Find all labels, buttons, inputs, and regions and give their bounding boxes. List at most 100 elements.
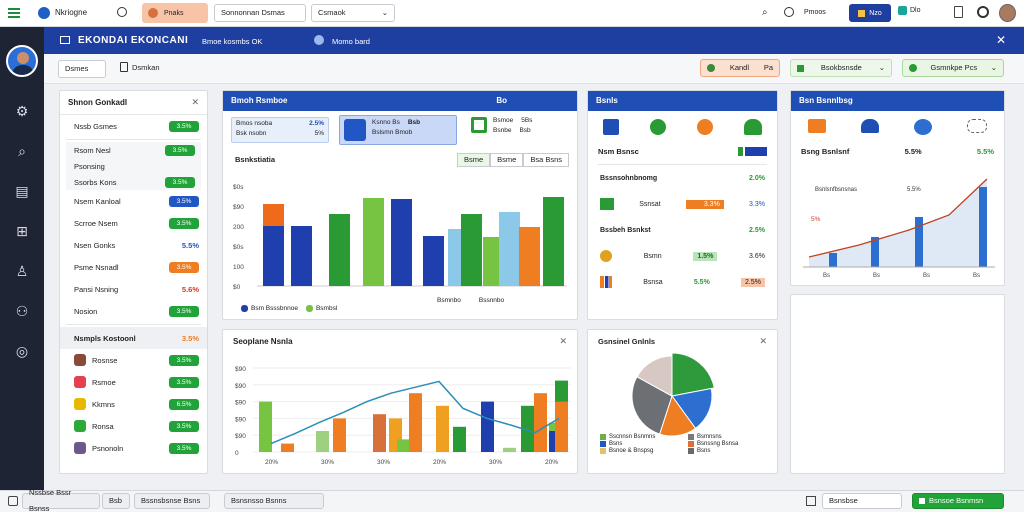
pie-legend-label: Bsns xyxy=(697,448,711,454)
sidebar-row[interactable]: Scrroe Nsem 3.5% xyxy=(60,212,207,234)
sidebar-icon-row-label: Ronsa xyxy=(92,421,114,431)
globe-icon[interactable] xyxy=(913,119,932,135)
status-item-1[interactable]: Nssbse Bssr Bsnss xyxy=(22,488,100,512)
sidebar-row[interactable]: Nsen Gonks 5.5% xyxy=(60,234,207,256)
sidebar-row-label: Nsmpls Kostoonl xyxy=(74,333,136,343)
metric-value-a: 1.5% xyxy=(693,251,718,261)
page-title: EKONDAI EKONCANI xyxy=(78,35,189,46)
sidebar-icon-row[interactable]: Rsmoe 3.5% xyxy=(60,371,207,393)
people-icon[interactable] xyxy=(743,119,762,135)
top-right-item-1[interactable]: Pmoos xyxy=(804,9,826,16)
help-nav-icon[interactable]: ◎ xyxy=(15,342,29,359)
close-icon[interactable]: ✕ xyxy=(759,335,767,346)
building-nav-icon[interactable]: ⊞ xyxy=(16,222,28,239)
status-item-4[interactable]: Bsnsnsso Bsnns xyxy=(224,493,324,509)
sidebar-icon-row-label: Kkmns xyxy=(92,399,115,409)
main-chart-legend: Bsm Bsssbnnoe Bsmbsl xyxy=(241,305,337,312)
pie-legend-label: Sscnnsn Bsnmns xyxy=(609,434,656,440)
stat-card-3[interactable]: Bsmoe 5Bs Bsnbe Bsb xyxy=(471,117,567,143)
toolbar-right-btn-2[interactable]: Bsokbsnsde ⌄ xyxy=(790,59,892,77)
close-icon[interactable]: ✕ xyxy=(996,33,1007,47)
dropdown-select[interactable]: Csmaok ⌄ xyxy=(311,4,395,22)
tab-active[interactable]: Pnaks xyxy=(142,3,208,23)
sidebar-row[interactable]: Nssb Gsmes 3.5% xyxy=(60,115,207,137)
sidebar-row[interactable]: Pansi Nsning 5.6% xyxy=(60,278,207,300)
sidebar-row[interactable]: Psonsing xyxy=(66,158,201,174)
nav-avatar[interactable] xyxy=(6,45,38,77)
target-icon[interactable] xyxy=(696,119,713,135)
trend-annotation: Bsnlsnfbsnsnas xyxy=(815,187,857,193)
clipboard-icon[interactable] xyxy=(954,6,963,18)
search-nav-icon[interactable]: ⌕ xyxy=(18,142,26,159)
team-icon[interactable] xyxy=(966,119,987,133)
stat-card-1[interactable]: Bmos nsoba 2.5% Bsk nsobn 5% xyxy=(231,117,329,143)
user-nav-icon[interactable]: ♙ xyxy=(15,262,29,279)
stat-card-3-label: Bsmoe xyxy=(493,117,514,124)
x-tick-label: 20% xyxy=(545,459,558,466)
search-icon[interactable]: ⌕ xyxy=(762,7,768,18)
segment-btn-3[interactable]: Bsa Bsns xyxy=(523,153,570,167)
toolbar-left-button[interactable]: Dsmes xyxy=(58,60,106,78)
y-tick-label: $90 xyxy=(235,433,246,440)
trend-left-value: 5% xyxy=(811,216,821,223)
kpi-label: Nsm Bsnsc xyxy=(598,147,639,156)
stat-card-1-sub-value: 5% xyxy=(314,130,324,137)
cap-icon[interactable] xyxy=(861,119,880,133)
close-icon[interactable]: ✕ xyxy=(191,97,199,107)
bar xyxy=(316,431,329,452)
sidebar-row[interactable]: Nsmpls Kostoonl 3.5% xyxy=(60,327,207,349)
status-icon[interactable] xyxy=(8,496,18,506)
toolbar-right-btn-1[interactable]: Kandl Pa xyxy=(700,59,780,77)
chart-nav-icon[interactable]: ▤ xyxy=(15,182,29,199)
settings-icon[interactable] xyxy=(977,6,989,18)
green-status-label: Dlo xyxy=(910,7,921,14)
x-tick-label: 20% xyxy=(265,459,278,466)
stat-card-3-value: 5Bs xyxy=(521,117,533,124)
bell-icon[interactable] xyxy=(784,7,794,17)
sidebar-icon-row[interactable]: Kkmns 6.5% xyxy=(60,393,207,415)
toolbar: Dsmes Dsmkan Kandl Pa Bsokbsnsde ⌄ Gsmnk… xyxy=(44,54,1024,84)
sidebar-icon-row[interactable]: Psnonoln 3.5% xyxy=(60,437,207,459)
status-right-button[interactable]: Bsnsoe Bsnmsn xyxy=(912,493,1004,509)
status-item-3[interactable]: Bssnsbsnse Bsns xyxy=(134,493,210,509)
sidebar-row-value: 5.5% xyxy=(181,240,199,250)
close-icon[interactable]: ✕ xyxy=(559,335,567,346)
toolbar-left-label-group[interactable]: Dsmkan xyxy=(120,62,160,72)
settings-nav-icon[interactable]: ⚙ xyxy=(15,102,29,119)
hamburger-menu-icon[interactable] xyxy=(8,7,20,19)
sidebar-icon-row[interactable]: Rosnse 3.5% xyxy=(60,349,207,371)
grid-icon[interactable] xyxy=(806,496,816,506)
toolbar-right-btn-3[interactable]: Gsmnkpe Pcs ⌄ xyxy=(902,59,1004,77)
tab-active-icon xyxy=(148,8,158,18)
trend-line xyxy=(808,178,988,258)
blue-badge[interactable]: Nzo xyxy=(849,4,891,22)
toolbar-right-btn-3-icon xyxy=(909,64,917,72)
metric-label: Bssnsohnbnomg xyxy=(600,174,658,182)
stat-card-2-sub: Bslsmn Bmob xyxy=(372,129,413,136)
sidebar-row[interactable]: Nosion 3.5% xyxy=(60,300,207,322)
sidebar-icon-row[interactable]: Ronsa 3.5% xyxy=(60,415,207,437)
moon-icon[interactable] xyxy=(117,7,127,17)
y-tick-label: $90 xyxy=(235,416,246,423)
segment-btn-1[interactable]: Bsme xyxy=(457,153,491,167)
status-item-4-label: Bsnsnsso Bsnns xyxy=(231,496,287,505)
tab-2[interactable]: Sonnonnan Dsmas xyxy=(214,4,306,22)
sidebar-row[interactable]: Rsom Nesl 3.5% xyxy=(66,142,201,158)
sidebar-row[interactable]: Ssorbs Kons 3.5% xyxy=(66,174,201,190)
green-status[interactable]: Dlo xyxy=(898,6,921,15)
calendar-icon[interactable] xyxy=(808,119,827,133)
segment-btn-2[interactable]: Bsme xyxy=(490,153,524,167)
title-tag-icon xyxy=(314,35,324,45)
user-avatar[interactable] xyxy=(999,4,1016,22)
sidebar-rows: Nssb Gsmes 3.5% Rsom Nesl 3.5% Psonsing Ssorb… xyxy=(60,115,207,349)
metrics-panel: Bsnls Nsm Bsnsc Bssnsohnbnomg 2.0% Ssnsat 3… xyxy=(587,90,778,320)
sidebar-icon-rows: Rosnse 3.5% Rsmoe 3.5% Kkmns 6.5% Ronsa 3.5% Psn… xyxy=(60,349,207,459)
sidebar-row[interactable]: Nsem Kanloal 3.5% xyxy=(60,190,207,212)
badge-icon[interactable] xyxy=(650,119,667,135)
status-right-select[interactable]: Bsnsbse xyxy=(822,493,902,509)
status-item-2[interactable]: Bsb xyxy=(102,493,130,509)
stat-card-2[interactable]: Ksnno Bs Bsb Bslsmn Bmob xyxy=(339,115,457,145)
team-nav-icon[interactable]: ⚇ xyxy=(15,302,29,319)
sidebar-row[interactable]: Psme Nsnadl 3.5% xyxy=(60,256,207,278)
tool-icon[interactable] xyxy=(603,119,620,135)
